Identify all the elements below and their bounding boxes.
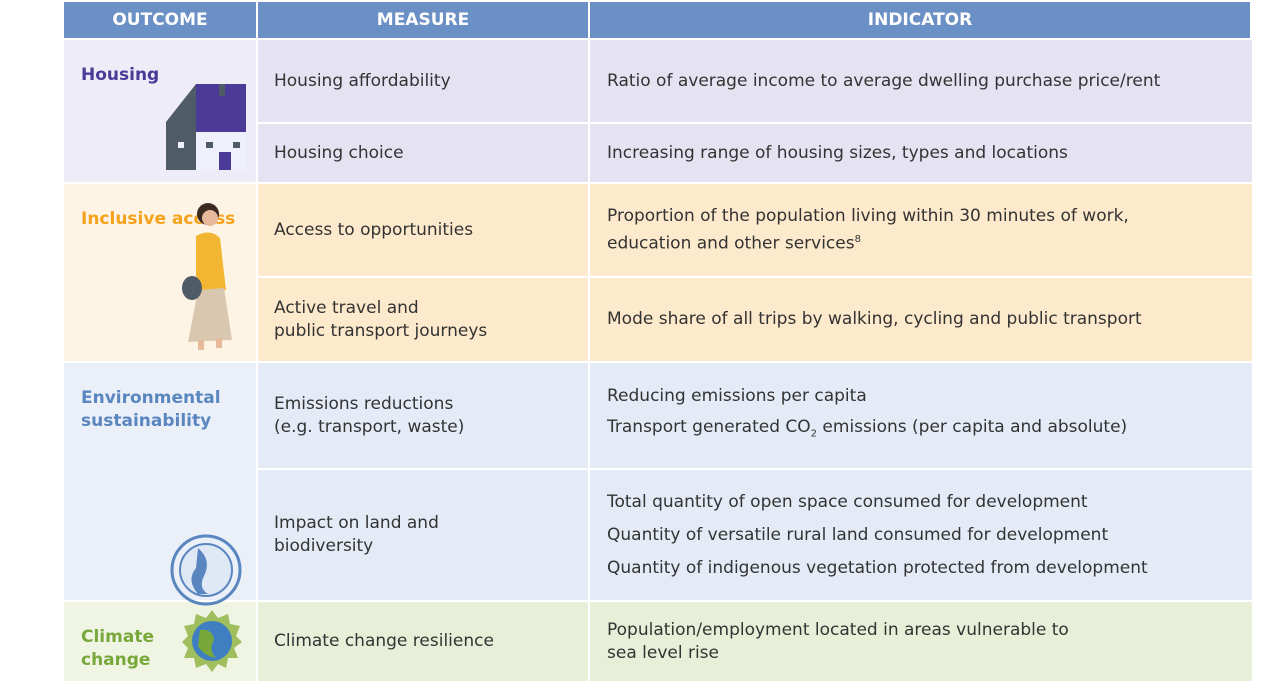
- indicator-text: Population/employment located in areas v…: [607, 620, 1069, 640]
- measure-cell: Active travel and public transport journe…: [258, 278, 588, 361]
- indicator-line: Ratio of average income to average dwell…: [607, 70, 1252, 93]
- indicator-line: Reducing emissions per capita: [607, 385, 1252, 408]
- measure-line: Climate change resilience: [274, 630, 588, 653]
- woman-icon: [176, 200, 242, 352]
- measure-line: biodiversity: [274, 535, 588, 558]
- measure-cell: Emissions reductions (e.g. transport, was…: [258, 363, 588, 468]
- indicator-line: Increasing range of housing sizes, types…: [607, 142, 1252, 165]
- measure-text: Access to opportunities: [274, 220, 473, 240]
- measure-text: Active travel and: [274, 298, 419, 318]
- outcome-text: change: [81, 650, 150, 670]
- indicator-line: sea level rise: [607, 642, 1252, 665]
- measure-text: Emissions reductions: [274, 394, 453, 414]
- indicator-cell: Increasing range of housing sizes, types…: [590, 124, 1252, 182]
- table-page: OUTCOMEMEASUREINDICATOR Housing Housing af…: [0, 0, 1278, 689]
- indicator-line: Quantity of versatile rural land consume…: [607, 524, 1252, 547]
- outcome-text: Climate: [81, 627, 154, 647]
- header-cell: OUTCOME: [64, 2, 256, 38]
- outcome-text: Environmental: [81, 388, 221, 408]
- measure-cell: Climate change resilience: [258, 602, 588, 681]
- indicator-cell: Proportion of the population living with…: [590, 184, 1252, 276]
- outcome-text: sustainability: [81, 411, 211, 431]
- indicator-text: Ratio of average income to average dwell…: [607, 71, 1160, 91]
- indicator-text: sea level rise: [607, 643, 719, 663]
- indicator-line: education and other services8: [607, 228, 1252, 256]
- indicator-text: Transport generated CO: [607, 417, 811, 437]
- indicator-text: Proportion of the population living with…: [607, 206, 1129, 226]
- biodiversity-icon: [168, 532, 244, 608]
- indicator-text: Increasing range of housing sizes, types…: [607, 143, 1068, 163]
- indicator-cell: Ratio of average income to average dwell…: [590, 40, 1252, 122]
- measure-text: Climate change resilience: [274, 631, 494, 651]
- measure-line: Impact on land and: [274, 512, 588, 535]
- measure-text: (e.g. transport, waste): [274, 417, 464, 437]
- measure-cell: Housing choice: [258, 124, 588, 182]
- indicator-text: Quantity of versatile rural land consume…: [607, 525, 1108, 545]
- indicator-line: Mode share of all trips by walking, cycl…: [607, 308, 1252, 331]
- measure-text: biodiversity: [274, 536, 373, 556]
- house-icon: [166, 84, 250, 170]
- indicator-line: Population/employment located in areas v…: [607, 619, 1252, 642]
- outcome-line: Environmental: [81, 387, 256, 410]
- outcome-text: Housing: [81, 65, 159, 85]
- indicator-text: Mode share of all trips by walking, cycl…: [607, 309, 1142, 329]
- indicator-cell: Reducing emissions per capita Transport g…: [590, 363, 1252, 468]
- measure-line: (e.g. transport, waste): [274, 416, 588, 439]
- indicator-line: Transport generated CO2 emissions (per c…: [607, 416, 1252, 445]
- measure-line: Active travel and: [274, 297, 588, 320]
- indicator-text: education and other services: [607, 233, 855, 253]
- header-text: INDICATOR: [590, 9, 1250, 32]
- indicator-cell: Population/employment located in areas v…: [590, 602, 1252, 681]
- indicator-cell: Mode share of all trips by walking, cycl…: [590, 278, 1252, 361]
- indicator-text: Total quantity of open space consumed fo…: [607, 492, 1088, 512]
- measure-text: Housing affordability: [274, 71, 451, 91]
- measure-text: Housing choice: [274, 143, 404, 163]
- measure-text: Impact on land and: [274, 513, 439, 533]
- indicator-text: Quantity of indigenous vegetation protec…: [607, 558, 1148, 578]
- footnote-ref: 8: [855, 234, 861, 245]
- header-cell: INDICATOR: [590, 2, 1250, 38]
- indicator-line: Total quantity of open space consumed fo…: [607, 491, 1252, 514]
- measure-line: Emissions reductions: [274, 393, 588, 416]
- header-cell: MEASURE: [258, 2, 588, 38]
- measure-line: Housing choice: [274, 142, 588, 165]
- measure-cell: Impact on land and biodiversity: [258, 470, 588, 600]
- indicator-line: Proportion of the population living with…: [607, 205, 1252, 228]
- header-text: MEASURE: [258, 9, 588, 32]
- measure-line: public transport journeys: [274, 320, 588, 343]
- header-text: OUTCOME: [64, 9, 256, 32]
- earth-icon: [182, 610, 242, 672]
- measure-cell: Access to opportunities: [258, 184, 588, 276]
- indicator-line: Quantity of indigenous vegetation protec…: [607, 557, 1252, 580]
- outcome-line: sustainability: [81, 410, 256, 433]
- measure-line: Housing affordability: [274, 70, 588, 93]
- indicator-text: Reducing emissions per capita: [607, 386, 867, 406]
- indicator-text: emissions (per capita and absolute): [817, 417, 1127, 437]
- measure-cell: Housing affordability: [258, 40, 588, 122]
- indicator-cell: Total quantity of open space consumed fo…: [590, 470, 1252, 600]
- measure-text: public transport journeys: [274, 321, 487, 341]
- measure-line: Access to opportunities: [274, 219, 588, 242]
